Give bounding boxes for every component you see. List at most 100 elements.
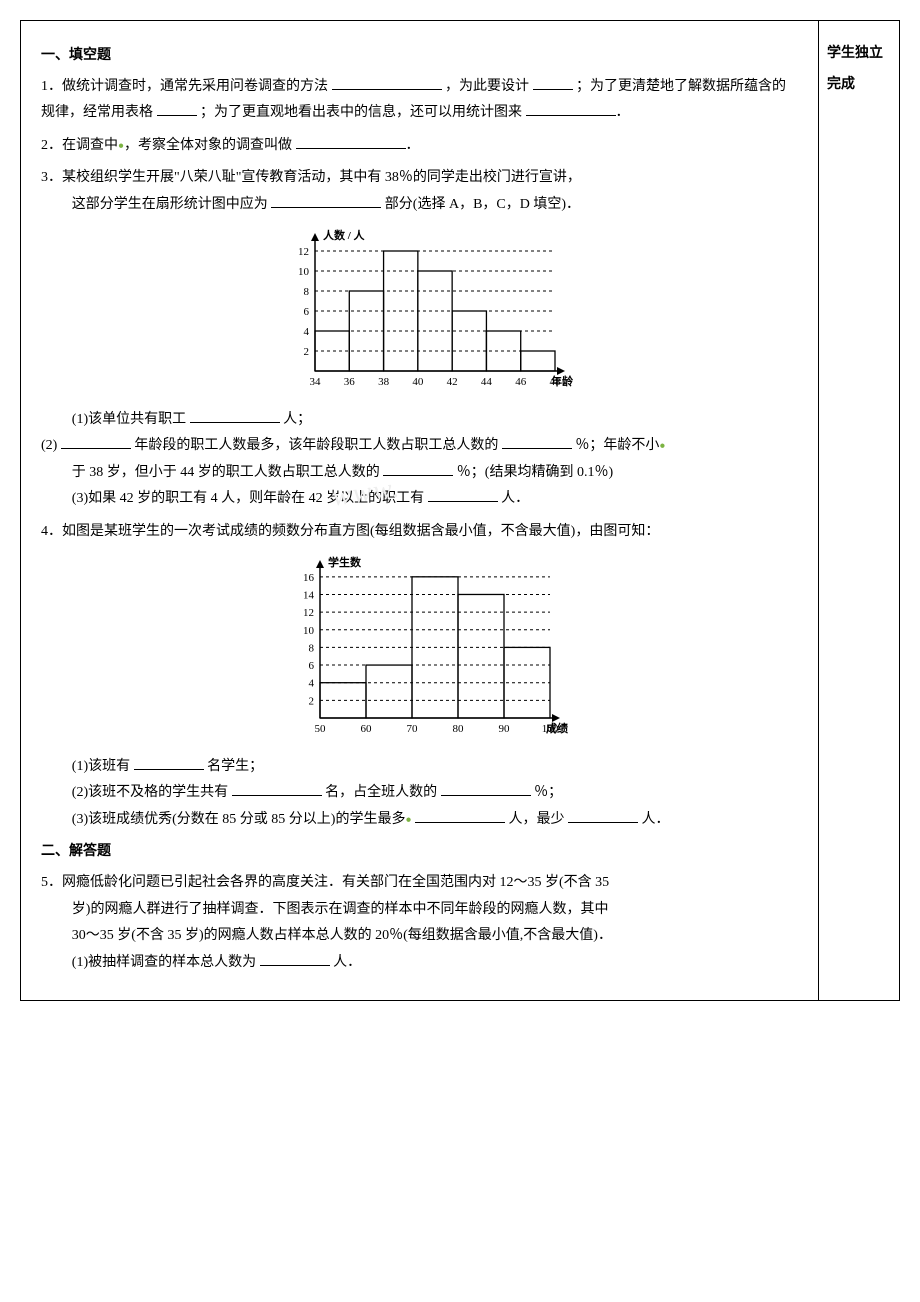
q3-sub1: (1)该单位共有职工 人； [41, 407, 798, 434]
blank[interactable] [134, 756, 204, 770]
svg-text:40: 40 [412, 376, 424, 388]
blank[interactable] [502, 435, 572, 449]
q4-text: ％； [534, 785, 562, 800]
q5-sub1: (1)被抽样调查的样本总人数为 人． [41, 950, 798, 977]
worksheet-page: 一、填空题 1．做统计调查时，通常先采用问卷调查的方法 ，为此要设计 ；为了更清… [20, 20, 900, 1001]
question-5: 5．网瘾低龄化问题已引起社会各界的高度关注．有关部门在全国范围内对 12～35 … [41, 870, 798, 976]
q3-text: 3．某校组织学生开展"八荣八耻"宣传教育活动，其中有 38％的同学走出校门进行宣… [41, 170, 581, 185]
svg-text:4: 4 [308, 677, 314, 689]
q3-sub3-text: (3)如果 42 岁的职工有 4 人，则年龄在 42 岁以上的职工有 [72, 491, 424, 506]
svg-text:10: 10 [303, 624, 315, 636]
blank[interactable] [568, 809, 638, 823]
dot-marker: ● [118, 140, 124, 151]
q3-sub2-text: 年龄段的职工人数最多，该年龄段职工人数占职工总人数的 [134, 438, 498, 453]
q4-text: 人． [642, 812, 670, 827]
q2-text-a: 2．在调查中 [41, 138, 118, 153]
blank[interactable] [190, 409, 280, 423]
svg-text:成绩 / 分: 成绩 / 分 [546, 721, 570, 735]
q3-sub2-text: ％；年龄不小 [575, 438, 659, 453]
svg-text:6: 6 [303, 306, 309, 318]
blank[interactable] [157, 102, 197, 116]
q3-line1: 3．某校组织学生开展"八荣八耻"宣传教育活动，其中有 38％的同学走出校门进行宣… [41, 165, 798, 192]
q3-sub2-line2: 于 38 岁，但小于 44 岁的职工人数占职工总人数的 ％；(结果均精确到 0.… [41, 460, 798, 487]
blank[interactable] [260, 952, 330, 966]
q5-line2: 岁)的网瘾人群进行了抽样调查．下图表示在调查的样本中不同年龄段的网瘾人数，其中 [41, 897, 798, 924]
blank[interactable] [232, 782, 322, 796]
q4-sub3: (3)该班成绩优秀(分数在 85 分或 85 分以上)的学生最多● 人，最少 人… [41, 807, 798, 834]
svg-text:50: 50 [314, 723, 326, 735]
q4-text: 名学生； [207, 759, 263, 774]
q4-sub1: (1)该班有 名学生； [41, 754, 798, 781]
section-1-title: 一、填空题 [41, 43, 798, 70]
svg-text:10: 10 [298, 266, 310, 278]
q2-text-b: 考察全体对象的调查叫做 [138, 138, 292, 153]
svg-text:42: 42 [446, 376, 457, 388]
svg-text:6: 6 [308, 660, 314, 672]
blank[interactable] [533, 76, 573, 90]
svg-text:90: 90 [498, 723, 510, 735]
svg-text:80: 80 [452, 723, 464, 735]
q3-sub2-text: (2) [41, 438, 57, 453]
side-note-line2: 完成 [827, 70, 891, 101]
blank[interactable] [441, 782, 531, 796]
svg-text:8: 8 [308, 642, 314, 654]
blank[interactable] [271, 194, 381, 208]
q4-text: (3)该班成绩优秀(分数在 85 分或 85 分以上)的学生最多 [72, 812, 406, 827]
blank[interactable] [428, 488, 498, 502]
side-column: 学生独立 完成 [819, 21, 899, 1000]
svg-text:14: 14 [303, 589, 315, 601]
q1-text-d: ；为了更直观地看出表中的信息，还可以用统计图来 [200, 105, 522, 120]
svg-text:34: 34 [309, 376, 321, 388]
q3-sub3-text: 人． [501, 491, 529, 506]
dot-marker: ● [659, 440, 665, 451]
svg-text:70: 70 [406, 723, 418, 735]
q5-text: 人． [333, 955, 361, 970]
svg-text:2: 2 [308, 695, 314, 707]
svg-text:人数 / 人: 人数 / 人 [323, 228, 366, 242]
q5-line3: 30～35 岁(不含 35 岁)的网瘾人数占样本总人数的 20％(每组数据含最小… [41, 923, 798, 950]
svg-text:4: 4 [303, 326, 309, 338]
svg-text:8: 8 [303, 286, 309, 298]
q4-line1: 4．如图是某班学生的一次考试成绩的频数分布直方图(每组数据含最小值，不含最大值)… [41, 519, 798, 546]
svg-text:2: 2 [303, 346, 309, 358]
q3-text: 这部分学生在扇形统计图中应为 [72, 197, 268, 212]
q3-text: 部分(选择 A，B，C，D 填空)． [385, 197, 580, 212]
blank[interactable] [383, 462, 453, 476]
svg-text:12: 12 [298, 246, 309, 258]
q3-sub1-text: (1)该单位共有职工 [72, 412, 186, 427]
q4-text: 名，占全班人数的 [325, 785, 437, 800]
question-4: 4．如图是某班学生的一次考试成绩的频数分布直方图(每组数据含最小值，不含最大值)… [41, 519, 798, 833]
svg-text:60: 60 [360, 723, 372, 735]
svg-text:学生数: 学生数 [328, 555, 362, 569]
blank[interactable] [332, 76, 442, 90]
svg-text:12: 12 [303, 607, 314, 619]
q1-text-b: ，为此要设计 [445, 79, 529, 94]
q3-sub3: www. (3)如果 42 岁的职工有 4 人，则年龄在 42 岁以上的职工有 … [41, 486, 798, 513]
blank[interactable] [526, 102, 616, 116]
q5-line1: 5．网瘾低龄化问题已引起社会各界的高度关注．有关部门在全国范围内对 12～35 … [41, 870, 798, 897]
dot-marker: ● [405, 814, 411, 825]
side-note-line1: 学生独立 [827, 39, 891, 70]
q3-sub2: (2) 年龄段的职工人数最多，该年龄段职工人数占职工总人数的 ％；年龄不小● [41, 433, 798, 460]
q3-sub1-suffix: 人； [283, 412, 311, 427]
blank[interactable] [415, 809, 505, 823]
q4-sub2: (2)该班不及格的学生共有 名，占全班人数的 ％； [41, 780, 798, 807]
q3-sub2-text: 于 38 岁，但小于 44 岁的职工人数占职工总人数的 [72, 465, 380, 480]
question-2: 2．在调查中●，考察全体对象的调查叫做 ． [41, 133, 798, 160]
q4-text: 人，最少 [509, 812, 565, 827]
blank[interactable] [61, 435, 131, 449]
svg-text:38: 38 [378, 376, 390, 388]
main-column: 一、填空题 1．做统计调查时，通常先采用问卷调查的方法 ，为此要设计 ；为了更清… [21, 21, 819, 1000]
q4-text: (2)该班不及格的学生共有 [72, 785, 228, 800]
score-histogram: 2468101214165060708090100学生数 成绩 / 分 [270, 554, 570, 744]
q3-sub2-text: ％；(结果均精确到 0.1％) [457, 465, 613, 480]
question-3: 3．某校组织学生开展"八荣八耻"宣传教育活动，其中有 38％的同学走出校门进行宣… [41, 165, 798, 513]
svg-text:年龄 / 岁: 年龄 / 岁 [551, 374, 575, 388]
svg-text:16: 16 [303, 571, 315, 583]
blank[interactable] [296, 135, 406, 149]
q3-line2: 这部分学生在扇形统计图中应为 部分(选择 A，B，C，D 填空)． [41, 192, 798, 219]
q1-text-a: 1．做统计调查时，通常先采用问卷调查的方法 [41, 79, 328, 94]
q4-text: (1)该班有 [72, 759, 130, 774]
svg-text:36: 36 [343, 376, 355, 388]
section-2-title: 二、解答题 [41, 839, 798, 866]
